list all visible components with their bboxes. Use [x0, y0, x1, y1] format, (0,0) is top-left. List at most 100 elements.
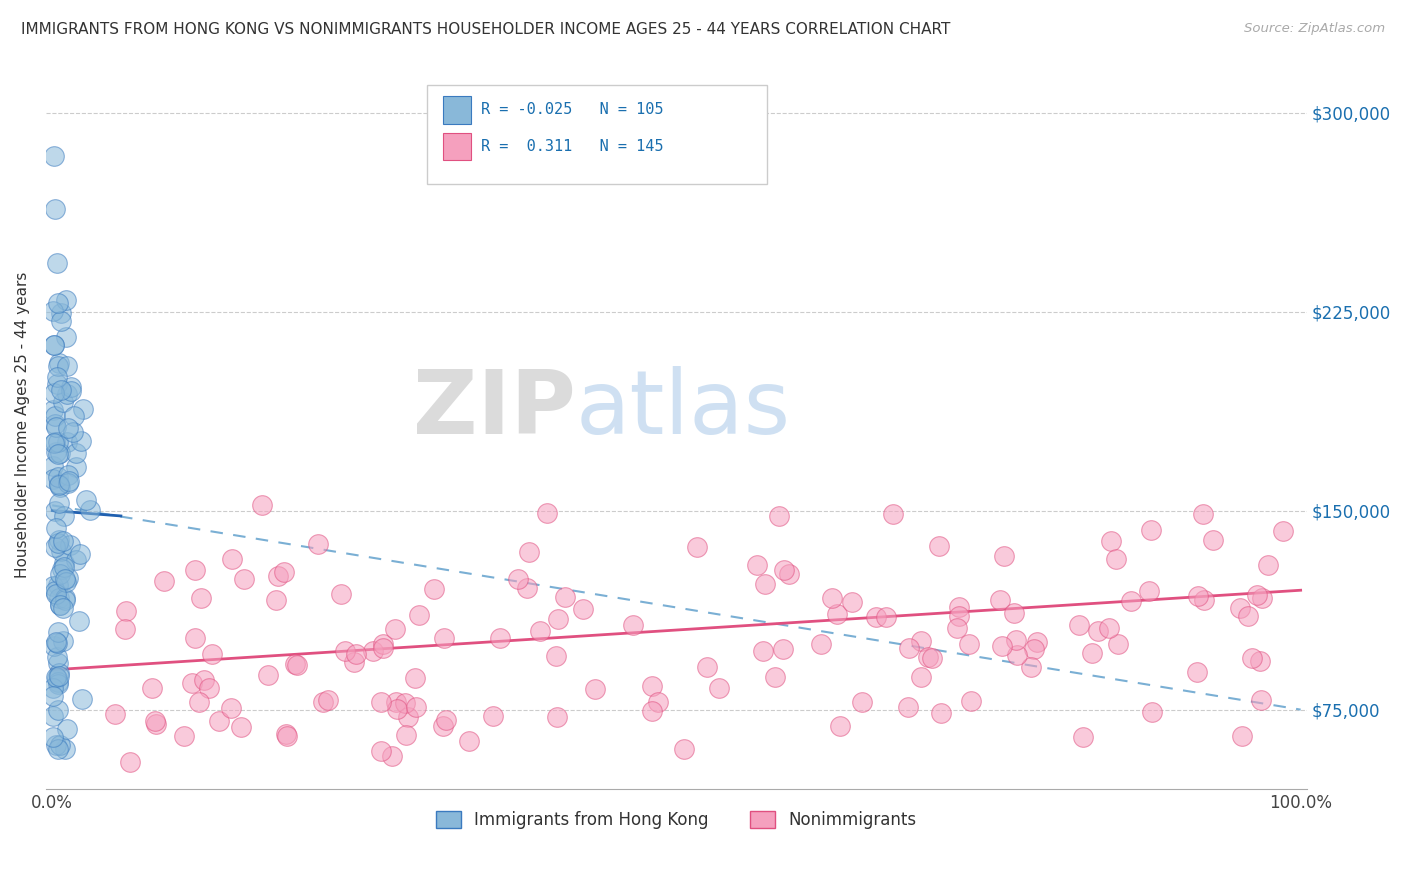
Point: [910, 670, 932, 684]
Point: [44, 149, 66, 163]
Point: [1098, 621, 1121, 635]
Point: [187, 695, 209, 709]
Point: [48, 535, 70, 549]
Point: [51, 562, 73, 576]
Point: [1019, 660, 1042, 674]
Point: [52, 394, 75, 409]
Point: [52, 509, 75, 524]
Point: [385, 695, 408, 709]
Point: [79, 502, 101, 516]
Point: [69, 548, 91, 562]
Point: [385, 702, 408, 716]
Point: [284, 657, 307, 671]
Point: [51, 383, 73, 397]
Point: [482, 709, 505, 723]
Point: [58, 474, 80, 488]
Point: [48, 598, 70, 612]
Point: [42, 472, 65, 486]
Point: [917, 650, 939, 665]
Point: [45, 419, 67, 434]
Point: [45, 377, 67, 392]
Point: [193, 673, 215, 687]
Point: [1202, 533, 1225, 547]
Point: [875, 610, 897, 624]
Point: [256, 668, 278, 682]
Point: [46, 742, 69, 756]
Point: [48, 477, 70, 491]
Point: [49, 445, 72, 459]
Point: [62, 425, 84, 440]
Point: [405, 699, 427, 714]
Point: [1107, 637, 1129, 651]
Point: [519, 545, 541, 559]
Point: [48, 448, 70, 462]
Point: [45, 521, 67, 535]
Point: [42, 681, 65, 695]
Point: [1246, 588, 1268, 602]
Point: [370, 695, 392, 709]
Point: [52, 556, 75, 570]
Point: [1081, 646, 1104, 660]
Point: [825, 607, 848, 622]
Y-axis label: Householder Income Ages 25 - 44 years: Householder Income Ages 25 - 44 years: [15, 271, 30, 578]
Point: [583, 682, 606, 697]
Point: [65, 553, 87, 567]
Point: [830, 719, 852, 733]
Point: [58, 571, 80, 585]
Point: [114, 622, 136, 636]
Point: [948, 600, 970, 615]
Point: [1271, 524, 1294, 538]
Point: [114, 604, 136, 618]
Point: [344, 647, 367, 661]
Point: [42, 435, 65, 450]
Point: [395, 728, 418, 742]
Point: [48, 533, 70, 548]
Point: [46, 656, 69, 670]
Point: [408, 607, 430, 622]
Point: [53, 591, 76, 605]
Point: [46, 625, 69, 640]
Point: [42, 338, 65, 352]
Point: [423, 582, 446, 597]
Point: [44, 435, 66, 450]
Point: [56, 468, 79, 483]
Point: [42, 709, 65, 723]
Point: [42, 690, 65, 704]
Point: [897, 641, 920, 656]
Point: [153, 574, 176, 588]
Point: [65, 445, 87, 459]
Point: [75, 493, 97, 508]
Point: [56, 387, 79, 401]
Point: [48, 435, 70, 450]
Point: [370, 744, 392, 758]
Point: [1187, 589, 1209, 603]
Point: [44, 409, 66, 423]
Point: [1185, 665, 1208, 680]
Point: [516, 581, 538, 595]
Point: [707, 681, 730, 695]
Bar: [443, 96, 471, 124]
Point: [1119, 594, 1142, 608]
Point: [51, 544, 73, 558]
Point: [960, 694, 983, 708]
Point: [42, 403, 65, 417]
Point: [312, 696, 335, 710]
Point: [1240, 650, 1263, 665]
Point: [384, 622, 406, 636]
Point: [45, 636, 67, 650]
Point: [508, 573, 530, 587]
Point: [1071, 731, 1094, 745]
Point: [49, 306, 72, 320]
Point: [46, 296, 69, 310]
Point: [273, 565, 295, 579]
Point: [928, 539, 950, 553]
Point: [371, 641, 394, 656]
Point: [361, 644, 384, 658]
Point: [457, 733, 479, 747]
Point: [44, 584, 66, 599]
Point: [42, 303, 65, 318]
Point: [184, 563, 207, 577]
Point: [208, 714, 231, 728]
Point: [46, 578, 69, 592]
Point: [488, 631, 510, 645]
